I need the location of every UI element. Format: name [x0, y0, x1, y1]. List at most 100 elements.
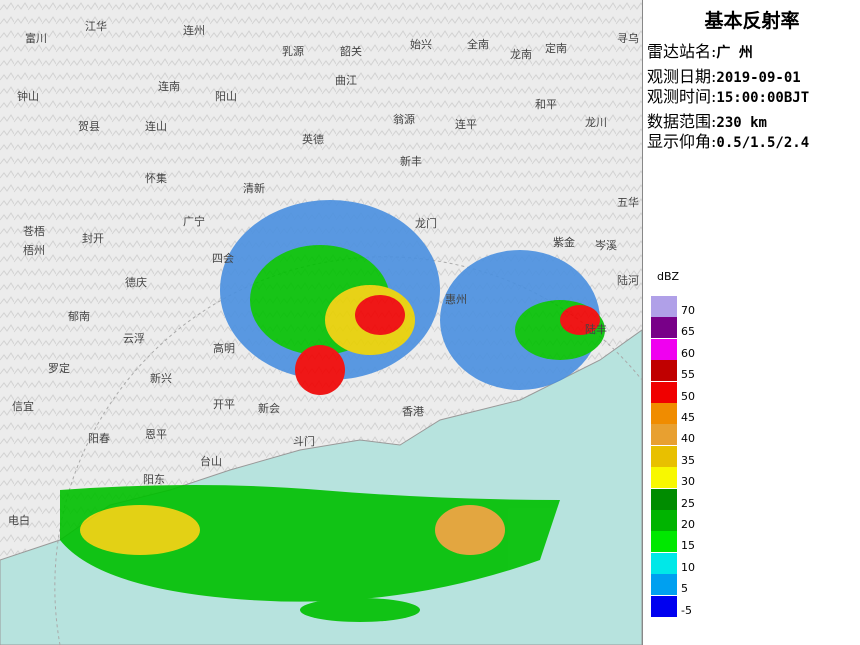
- legend-swatch: [651, 403, 677, 424]
- legend-label: 20: [681, 518, 695, 531]
- echoes: [60, 200, 605, 622]
- place-name: 曲江: [335, 74, 357, 87]
- place-name: 电白: [8, 513, 30, 527]
- place-name: 罗定: [48, 361, 70, 375]
- place-name: 英德: [302, 132, 324, 146]
- place-name: 紫金: [553, 235, 575, 249]
- place-name: 韶关: [340, 44, 362, 58]
- place-name: 开平: [213, 398, 235, 411]
- place-name: 广宁: [183, 214, 205, 228]
- legend-label: 30: [681, 475, 695, 489]
- place-name: 封开: [82, 231, 104, 245]
- place-name: 台山: [200, 454, 222, 468]
- legend-swatch: [651, 381, 677, 403]
- place-name: 四会: [212, 252, 234, 265]
- place-name: 连平: [455, 118, 477, 131]
- place-name: 和平: [535, 98, 557, 111]
- legend-label: 60: [681, 346, 695, 360]
- place-name: 郁南: [68, 309, 90, 323]
- place-name: 富川: [25, 31, 47, 45]
- place-name: 贺县: [78, 120, 100, 133]
- legend-label: 10: [681, 560, 695, 574]
- legend-label: 25: [681, 496, 695, 510]
- legend-swatch: [651, 445, 677, 467]
- info-label: 雷达站名:: [647, 42, 717, 61]
- place-name: 陆丰: [585, 322, 607, 336]
- info-label: 数据范围:: [647, 112, 717, 131]
- legend-label: 15: [681, 539, 695, 553]
- place-name: 陆河: [617, 273, 639, 287]
- legend-swatch: [651, 467, 677, 489]
- legend-swatch: [651, 574, 677, 596]
- place-name: 清新: [243, 181, 265, 195]
- legend-swatch: [651, 296, 677, 317]
- legend-label: 65: [681, 325, 695, 339]
- place-name: 新丰: [400, 154, 422, 168]
- place-name: 梧州: [23, 243, 45, 257]
- place-name: 岑溪: [595, 239, 617, 252]
- place-name: 阳春: [88, 432, 110, 445]
- info-label: 观测日期:: [647, 67, 717, 86]
- info-value: 15:00:00BJT: [716, 90, 810, 106]
- place-name: 寻乌: [617, 31, 639, 45]
- legend-label: 55: [681, 368, 695, 382]
- place-name: 五华: [617, 195, 639, 209]
- place-name: 高明: [213, 341, 235, 355]
- legend-swatch: [651, 338, 677, 360]
- legend-label: -5: [681, 603, 692, 617]
- legend-swatch: [651, 360, 677, 382]
- legend-swatch: [651, 531, 677, 553]
- place-name: 定南: [545, 41, 567, 55]
- place-name: 惠州: [445, 292, 467, 306]
- place-name: 乳源: [282, 44, 304, 58]
- place-name: 江华: [85, 19, 107, 33]
- place-name: 苍梧: [23, 224, 45, 238]
- info-row: 观测时间:15:00:00BJT: [647, 83, 809, 107]
- info-label: 观测时间:: [647, 87, 717, 106]
- info-row: 显示仰角:0.5/1.5/2.4: [647, 128, 809, 152]
- legend-label: 40: [681, 432, 695, 446]
- info-value: 广 州: [716, 45, 753, 61]
- place-name: 龙南: [510, 48, 532, 61]
- place-name: 香港: [402, 405, 424, 418]
- place-name: 翁源: [393, 112, 415, 126]
- legend-swatch: [651, 510, 677, 531]
- legend-label: 50: [681, 389, 695, 403]
- info-row: 数据范围:230 km: [647, 108, 767, 132]
- place-name: 恩平: [145, 428, 167, 441]
- place-name: 始兴: [410, 37, 432, 51]
- panel-title: 基本反射率: [704, 10, 800, 32]
- place-name: 阳东: [143, 473, 165, 486]
- place-name: 新会: [258, 401, 280, 415]
- info-value: 2019-09-01: [716, 70, 801, 86]
- place-name: 钟山: [17, 89, 39, 103]
- legend-swatch: [651, 424, 677, 446]
- legend-swatch: [651, 317, 677, 339]
- place-name: 新兴: [150, 371, 172, 385]
- place-name: 龙门: [415, 216, 437, 230]
- place-name: 斗门: [293, 434, 315, 448]
- legend-label: 70: [681, 304, 695, 317]
- place-name: 连州: [183, 24, 205, 37]
- place-name: 全南: [467, 37, 489, 51]
- place-name: 阳山: [215, 90, 237, 103]
- place-name: 德庆: [125, 275, 147, 289]
- place-name: 连南: [158, 80, 180, 93]
- place-name: 信宜: [12, 399, 34, 413]
- place-name: 云浮: [123, 332, 145, 345]
- info-label: 显示仰角:: [647, 132, 717, 151]
- place-name: 龙川: [585, 116, 607, 129]
- legend-swatch: [651, 488, 677, 510]
- info-row: 雷达站名:广 州: [647, 38, 753, 62]
- legend-swatch: [651, 595, 677, 617]
- legend-label: 5: [681, 582, 688, 596]
- legend-unit: dBZ: [657, 270, 680, 283]
- info-value: 230 km: [716, 115, 767, 131]
- legend-label: 35: [681, 453, 695, 467]
- place-name: 连山: [145, 120, 167, 133]
- info-row: 观测日期:2019-09-01: [647, 63, 801, 87]
- place-name: 怀集: [145, 171, 167, 185]
